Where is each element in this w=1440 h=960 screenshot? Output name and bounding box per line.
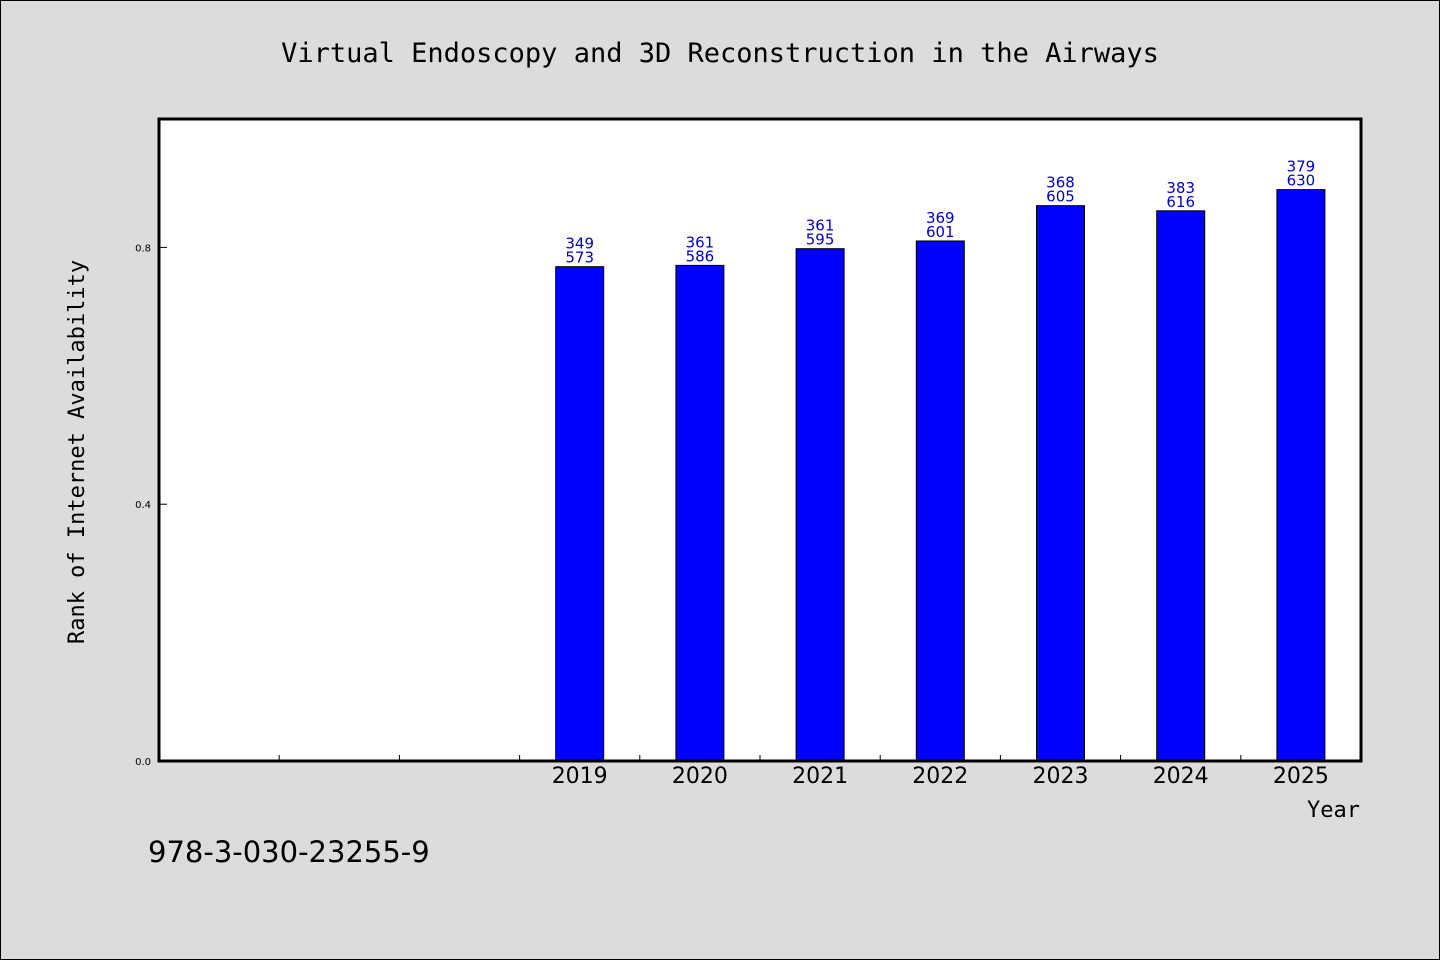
bar-value-label-top: 349 [565,235,594,253]
bar [1036,205,1085,762]
bar [795,248,845,762]
bar [1156,210,1206,762]
x-tick-label: 2022 [912,764,968,789]
bars-layer [555,189,1326,762]
x-tick-label: 2025 [1273,764,1329,789]
bar [915,240,965,762]
x-tick-label: 2019 [552,764,608,789]
bar-value-label-top: 361 [806,217,835,235]
bar [1276,189,1326,762]
bar-value-label-top: 368 [1046,174,1075,192]
bar [555,266,605,762]
x-tick-label: 2023 [1033,764,1089,789]
isbn-footnote: 978-3-030-23255-9 [148,835,430,869]
bar-value-label-bottom: 573 [565,249,594,267]
bar-value-label-bottom: 630 [1287,172,1316,190]
y-tick-label: 0.4 [135,500,151,511]
plot-border [157,117,1363,763]
bar-value-label-bottom: 605 [1046,188,1075,206]
bar-value-label-bottom: 586 [686,247,715,265]
y-tick-label: 0.0 [135,757,151,768]
x-axis-label: Year [1307,798,1360,823]
bar-value-label-top: 361 [686,233,715,251]
bar-value-label-bottom: 595 [806,231,835,249]
bar-value-label-bottom: 616 [1166,193,1195,211]
bar-value-label-top: 379 [1287,158,1316,176]
x-tick-label: 2021 [792,764,848,789]
ticks-layer: 0.0 0.4 0.8 2019 2020 2021 2022 2023 2024 2025 [135,243,1329,789]
bar-value-label-top: 383 [1166,179,1195,197]
x-tick-label: 2020 [672,764,728,789]
chart-title: Virtual Endoscopy and 3D Reconstruction … [281,38,1159,69]
bar-value-label-top: 369 [926,209,955,227]
x-tick-label: 2024 [1153,764,1209,789]
y-axis-label: Rank of Internet Availability [65,260,90,644]
bar-value-label-bottom: 601 [926,223,955,241]
y-tick-label: 0.8 [135,243,151,254]
bar [675,264,725,762]
